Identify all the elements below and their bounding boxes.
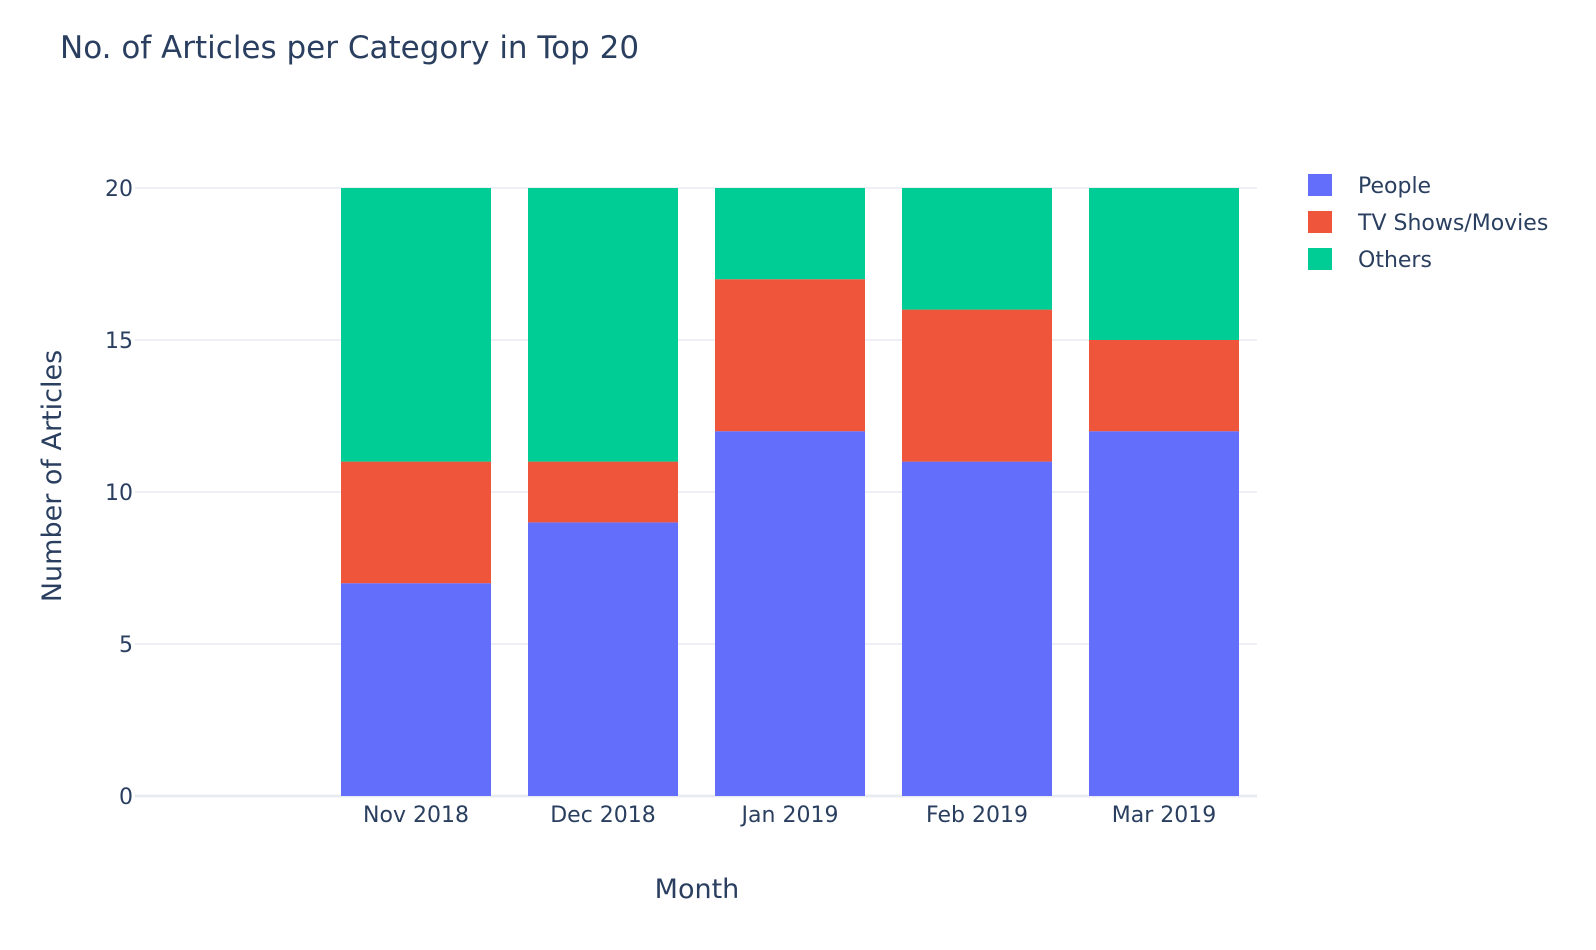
gridlines <box>135 187 1257 798</box>
legend-swatch[interactable] <box>1308 174 1332 196</box>
legend-swatch[interactable] <box>1308 248 1332 270</box>
bars <box>341 188 1239 796</box>
y-tick-label: 10 <box>105 481 133 506</box>
x-tick-label: Nov 2018 <box>363 803 469 828</box>
x-tick-label: Dec 2018 <box>550 803 656 828</box>
x-tick-label: Mar 2019 <box>1112 803 1217 828</box>
bar-segment <box>1089 340 1239 432</box>
y-tick-label: 5 <box>119 633 133 658</box>
bar-segment <box>1089 431 1239 796</box>
bar-segment <box>1089 188 1239 340</box>
chart-title: No. of Articles per Category in Top 20 <box>60 30 639 66</box>
x-tick-label: Jan 2019 <box>740 803 839 828</box>
bar-segment <box>528 522 678 796</box>
y-axis-ticks: 0 5 10 15 20 <box>105 177 133 810</box>
bar-segment <box>341 461 491 584</box>
bar-segment <box>715 279 865 432</box>
legend-label: People <box>1358 174 1431 199</box>
legend-label: Others <box>1358 248 1432 273</box>
bar-segment <box>528 461 678 523</box>
bar-segment <box>902 188 1052 310</box>
x-axis-title: Month <box>655 874 740 905</box>
bar-segment <box>715 431 865 796</box>
x-axis-ticks: Nov 2018 Dec 2018 Jan 2019 Feb 2019 Mar 2019 <box>363 803 1216 828</box>
bar-segment <box>341 188 491 462</box>
x-tick-label: Feb 2019 <box>926 803 1028 828</box>
legend-label: TV Shows/Movies <box>1357 211 1548 236</box>
bar-segment <box>341 583 491 796</box>
legend-swatch[interactable] <box>1308 211 1332 233</box>
y-tick-label: 15 <box>105 329 133 354</box>
legend: People TV Shows/Movies Others <box>1308 174 1548 273</box>
bar-segment <box>528 188 678 462</box>
y-tick-label: 20 <box>105 177 133 202</box>
y-tick-label: 0 <box>119 785 133 810</box>
bar-segment <box>902 461 1052 796</box>
bar-segment <box>902 309 1052 462</box>
y-axis-title: Number of Articles <box>37 350 68 602</box>
bar-segment <box>715 188 865 280</box>
